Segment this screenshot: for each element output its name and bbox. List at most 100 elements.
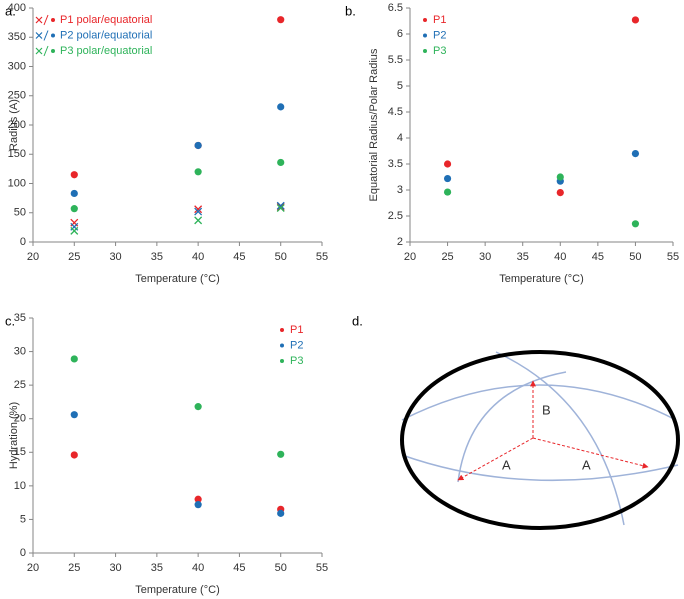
legend-x [35, 47, 43, 55]
x-tick-label: 45 [233, 251, 245, 263]
y-tick-label: 50 [14, 207, 26, 219]
point [70, 171, 78, 179]
point [194, 501, 202, 509]
panel-label: a. [5, 3, 16, 18]
y-tick-label: 100 [8, 177, 26, 189]
panel-label: d. [352, 313, 363, 328]
curve [401, 384, 677, 421]
legend-label: P1 [433, 14, 446, 26]
x-point [276, 204, 285, 213]
point [631, 150, 640, 158]
y-tick-label: 6 [397, 28, 403, 40]
x-tick-label: 25 [441, 251, 453, 263]
point [556, 189, 564, 197]
legend-dot [51, 49, 55, 53]
y-tick-label: 2 [397, 236, 403, 248]
y-tick-label: 6.5 [388, 2, 403, 14]
x-point [276, 201, 285, 210]
x-tick-label: 55 [316, 251, 328, 263]
y-tick-label: 5 [397, 80, 403, 92]
x-point [194, 216, 203, 225]
curve [457, 371, 567, 483]
x-tick-label: 35 [151, 251, 163, 263]
legend-label: P2 [433, 29, 446, 41]
x-tick-label: 30 [109, 562, 121, 574]
point [277, 450, 285, 458]
x-tick-label: 20 [404, 251, 416, 263]
point [70, 451, 78, 459]
y-tick-label: 200 [8, 119, 26, 131]
legend-dot [51, 18, 55, 22]
x-axis-label: Temperature (°C) [135, 273, 219, 285]
x-tick-label: 45 [233, 562, 245, 574]
x-point [276, 202, 285, 211]
x-axis-label: Temperature (°C) [499, 273, 583, 285]
y-tick-label: 2.5 [388, 210, 403, 222]
x-tick-label: 50 [275, 562, 287, 574]
y-tick-label: 30 [14, 345, 26, 357]
point [277, 16, 285, 24]
x-tick-label: 40 [192, 251, 204, 263]
axis-label: A [502, 457, 511, 472]
legend-dot [423, 33, 427, 38]
curve [401, 454, 679, 482]
x-point [194, 205, 203, 214]
x-point [194, 207, 203, 216]
y-tick-label: 250 [8, 90, 26, 102]
legend-slash [43, 45, 49, 57]
y-tick-label: 3 [397, 184, 403, 196]
point [194, 403, 202, 411]
x-tick-label: 55 [316, 562, 328, 574]
legend-x [35, 16, 43, 24]
ellipsoid [400, 350, 680, 530]
legend-label: P3 [290, 355, 303, 367]
legend-label: P1 [290, 324, 303, 336]
x-tick-label: 25 [68, 251, 80, 263]
legend-slash [43, 30, 49, 41]
y-tick-label: 4 [397, 132, 403, 144]
legend-label: P2 [290, 339, 303, 351]
point [194, 495, 202, 503]
y-axis-label: Equatorial Radius/Polar Radius [368, 48, 380, 201]
x-point [70, 226, 79, 235]
point [556, 173, 564, 181]
y-tick-label: 20 [14, 413, 26, 425]
x-tick-label: 50 [275, 251, 287, 263]
x-tick-label: 55 [667, 251, 679, 263]
point [443, 188, 452, 196]
x-tick-label: 40 [554, 251, 566, 263]
axis-label: B [542, 402, 551, 417]
y-axis-label: Radius (A) [8, 99, 20, 151]
x-tick-label: 35 [517, 251, 529, 263]
y-tick-label: 15 [14, 446, 26, 458]
point [194, 168, 202, 176]
x-tick-label: 45 [592, 251, 604, 263]
point [443, 160, 452, 168]
point [631, 16, 640, 24]
arrow [457, 437, 534, 481]
point [631, 220, 640, 228]
y-tick-label: 10 [14, 480, 26, 492]
panel-label: b. [345, 3, 356, 18]
axis-label: A [582, 457, 591, 472]
point [277, 509, 285, 517]
point [70, 411, 78, 419]
legend-label: P3 [433, 45, 446, 57]
x-tick-label: 20 [27, 562, 39, 574]
legend-label: P2 polar/equatorial [60, 29, 152, 41]
point [277, 158, 285, 167]
x-tick-label: 35 [151, 562, 163, 574]
point [70, 189, 78, 198]
y-tick-label: 25 [14, 379, 26, 391]
y-tick-label: 5 [20, 513, 26, 525]
legend-dot [423, 49, 427, 53]
point [70, 205, 78, 213]
y-tick-label: 4.5 [388, 106, 403, 118]
y-tick-label: 350 [8, 31, 26, 43]
legend-dot [280, 359, 284, 363]
legend-dot [51, 33, 55, 38]
panel-label: c. [5, 313, 15, 328]
x-tick-label: 50 [629, 251, 641, 263]
x-axis-label: Temperature (°C) [135, 584, 219, 596]
y-tick-label: 300 [8, 60, 26, 72]
